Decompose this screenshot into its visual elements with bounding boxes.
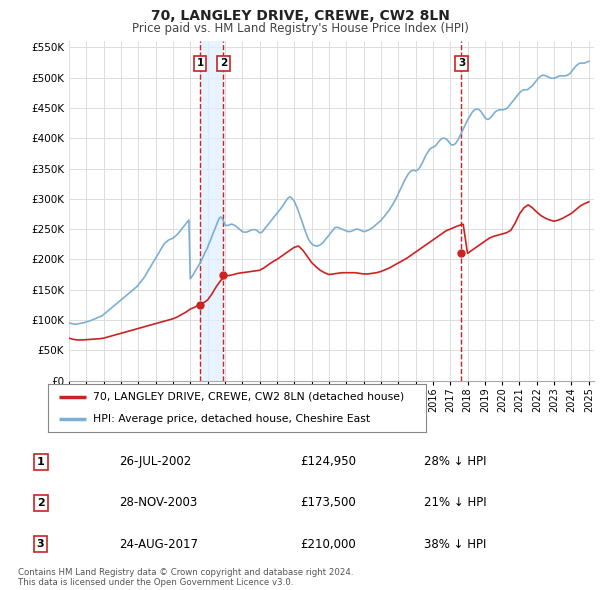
Text: 1: 1 <box>37 457 44 467</box>
Text: 28-NOV-2003: 28-NOV-2003 <box>119 496 198 510</box>
Text: HPI: Average price, detached house, Cheshire East: HPI: Average price, detached house, Ches… <box>94 414 370 424</box>
Text: 3: 3 <box>37 539 44 549</box>
Text: 2: 2 <box>37 498 44 508</box>
Text: Price paid vs. HM Land Registry's House Price Index (HPI): Price paid vs. HM Land Registry's House … <box>131 22 469 35</box>
Text: £210,000: £210,000 <box>300 537 356 551</box>
Text: 70, LANGLEY DRIVE, CREWE, CW2 8LN: 70, LANGLEY DRIVE, CREWE, CW2 8LN <box>151 9 449 24</box>
Text: 2: 2 <box>220 58 227 68</box>
Text: 3: 3 <box>458 58 465 68</box>
Text: £173,500: £173,500 <box>300 496 356 510</box>
Text: 26-JUL-2002: 26-JUL-2002 <box>119 455 192 468</box>
Text: Contains HM Land Registry data © Crown copyright and database right 2024.
This d: Contains HM Land Registry data © Crown c… <box>18 568 353 587</box>
Text: 24-AUG-2017: 24-AUG-2017 <box>119 537 199 551</box>
Text: 1: 1 <box>197 58 204 68</box>
Text: 28% ↓ HPI: 28% ↓ HPI <box>424 455 487 468</box>
Text: 70, LANGLEY DRIVE, CREWE, CW2 8LN (detached house): 70, LANGLEY DRIVE, CREWE, CW2 8LN (detac… <box>94 392 404 402</box>
Text: 38% ↓ HPI: 38% ↓ HPI <box>424 537 487 551</box>
Bar <box>200 41 223 381</box>
Text: 21% ↓ HPI: 21% ↓ HPI <box>424 496 487 510</box>
Text: £124,950: £124,950 <box>300 455 356 468</box>
